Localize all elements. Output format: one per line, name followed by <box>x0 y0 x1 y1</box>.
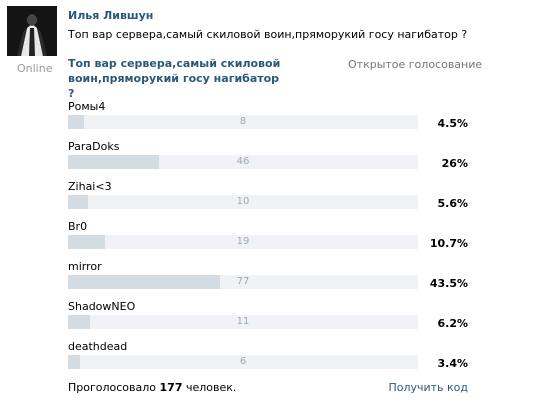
poll-bar-fill <box>68 155 159 169</box>
poll-percent: 3.4% <box>437 357 468 370</box>
author-name[interactable]: Илья Лившун <box>68 9 154 22</box>
poll-option-label: mirror <box>68 260 102 273</box>
poll-option-label: Zihai<3 <box>68 180 112 193</box>
poll-option[interactable]: Zihai<3 10 5.6% <box>68 180 468 220</box>
poll-percent: 26% <box>441 157 468 170</box>
poll-vote-count: 46 <box>236 156 250 167</box>
poll-vote-count: 8 <box>239 116 247 127</box>
online-status: Online <box>17 62 53 75</box>
poll-options: Pомы4 8 4.5% ParaDoks 46 26% Zihai<3 10 5.6% Br0 1… <box>68 100 468 380</box>
poll-vote-count: 77 <box>236 276 250 287</box>
poll-bar-track: 10 <box>68 195 418 209</box>
poll-bar-fill <box>68 355 80 369</box>
footer-suffix: человек. <box>186 381 237 394</box>
poll-bar-fill <box>68 275 221 289</box>
poll-bar-track: 6 <box>68 355 418 369</box>
poll-bar-track: 19 <box>68 235 418 249</box>
poll-percent: 4.5% <box>437 117 468 130</box>
poll-bar-track: 8 <box>68 115 418 129</box>
post-text: Топ вар сервера,самый скиловой воин,прям… <box>68 28 468 41</box>
poll-percent: 6.2% <box>437 317 468 330</box>
poll-bar-fill <box>68 235 106 249</box>
poll-bar-track: 11 <box>68 315 418 329</box>
poll-footer: Проголосовало 177 человек. <box>68 381 236 394</box>
poll-option-label: Br0 <box>68 220 88 233</box>
poll-option[interactable]: mirror 77 43.5% <box>68 260 468 300</box>
poll-option-label: deathdead <box>68 340 128 353</box>
poll-type: Открытое голосование <box>348 58 483 71</box>
poll-bar-fill <box>68 115 84 129</box>
poll-bar-track: 77 <box>68 275 418 289</box>
poll-vote-count: 6 <box>239 356 247 367</box>
poll-vote-count: 19 <box>236 236 250 247</box>
poll-option[interactable]: ShadowNEO 11 6.2% <box>68 300 468 340</box>
poll-option[interactable]: ParaDoks 46 26% <box>68 140 468 180</box>
poll-option[interactable]: Pомы4 8 4.5% <box>68 100 468 140</box>
poll-bar-fill <box>68 195 88 209</box>
poll-bar-track: 46 <box>68 155 418 169</box>
poll-percent: 10.7% <box>429 237 468 250</box>
poll-bar-fill <box>68 315 90 329</box>
poll-percent: 5.6% <box>437 197 468 210</box>
poll-vote-count: 11 <box>236 316 250 327</box>
poll-option[interactable]: deathdead 6 3.4% <box>68 340 468 380</box>
poll-title: Топ вар сервера,самый скиловой воин,прям… <box>68 57 281 100</box>
poll-option-label: Pомы4 <box>68 100 106 113</box>
total-voters: 177 <box>159 381 183 394</box>
poll-option-label: ShadowNEO <box>68 300 136 313</box>
avatar[interactable] <box>7 6 57 56</box>
poll-vote-count: 10 <box>236 196 250 207</box>
get-code-link[interactable]: Получить код <box>388 381 468 394</box>
footer-prefix: Проголосовало <box>68 381 157 394</box>
poll-percent: 43.5% <box>429 277 468 290</box>
poll-option[interactable]: Br0 19 10.7% <box>68 220 468 260</box>
poll-option-label: ParaDoks <box>68 140 120 153</box>
